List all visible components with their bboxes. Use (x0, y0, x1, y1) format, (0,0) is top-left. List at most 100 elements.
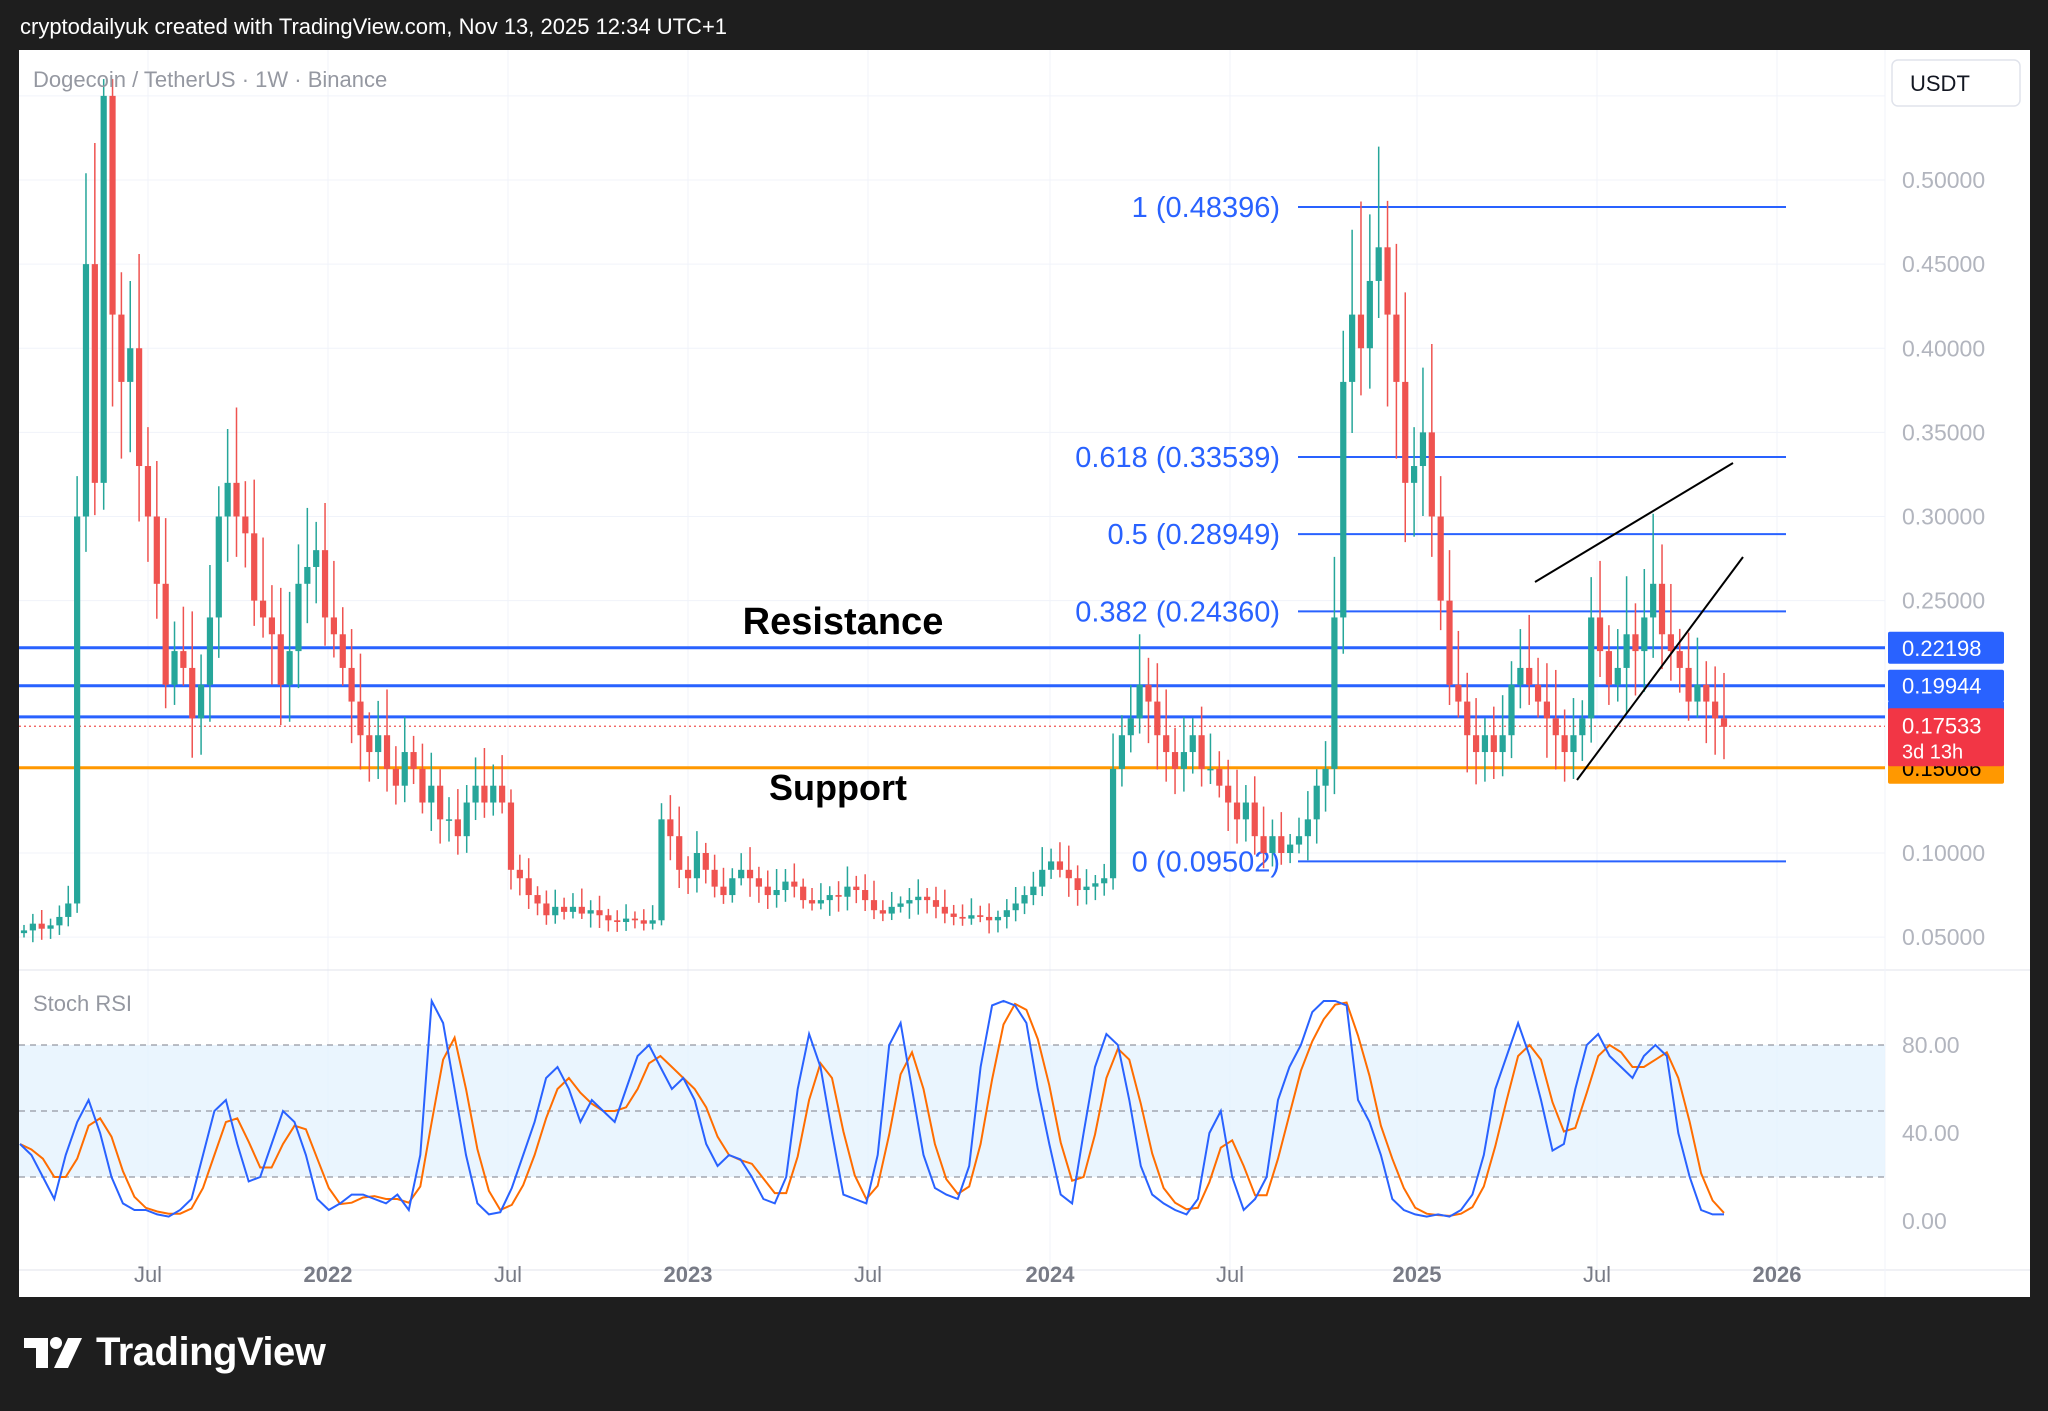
candle-body (259, 600, 267, 618)
candle-body (826, 895, 833, 901)
stoch-band-area (19, 1044, 1885, 1178)
candle-body (180, 651, 187, 668)
candle-body (1561, 735, 1568, 753)
price-tick-label: 0.50000 (1902, 167, 1985, 193)
price-tick-label: 0.45000 (1902, 251, 1985, 277)
candle-body (870, 900, 878, 911)
candle-body (277, 634, 284, 685)
candle-body (339, 634, 346, 668)
candle-body (348, 667, 355, 702)
candle-body (924, 896, 931, 901)
candle-body (268, 617, 276, 635)
chart-labels: Resistance Support Dogecoin / TetherUS · 1… (33, 59, 2021, 1016)
candle-body (808, 900, 816, 904)
candle-body (605, 915, 612, 921)
candle-body (499, 785, 506, 803)
candle-body (127, 348, 134, 382)
candle-body (932, 900, 940, 907)
candle-body (1145, 684, 1152, 702)
candle-body (1650, 583, 1657, 618)
candle-body (1393, 314, 1400, 382)
bottom-bar (0, 1297, 2048, 1411)
fib-level-label: 0 (0.09502) (1132, 846, 1280, 878)
time-tick-label: 2025 (1393, 1262, 1442, 1287)
candle-body (755, 878, 762, 887)
candle-body (897, 903, 904, 907)
candle-body (1490, 735, 1497, 753)
candle-body (1349, 314, 1356, 382)
candle-body (844, 886, 851, 897)
candle-body (144, 466, 152, 517)
candle-body (1207, 768, 1214, 771)
candle-body (375, 735, 382, 753)
fib-level-label: 1 (0.48396) (1132, 192, 1280, 224)
candle-body (1065, 869, 1072, 879)
price-tick-label: 0.05000 (1902, 924, 1985, 950)
candle-body (357, 701, 364, 736)
candle-body (1278, 836, 1285, 853)
candle-body (1225, 785, 1232, 803)
time-tick-label: 2022 (304, 1262, 353, 1287)
candle-body (1419, 432, 1427, 467)
fib-level-label: 0.5 (0.28949) (1107, 519, 1280, 551)
candle-body (720, 886, 727, 896)
candle-body (959, 916, 966, 919)
price-tick-label: 0.30000 (1902, 504, 1985, 530)
candle-body (109, 95, 116, 315)
time-tick-label: Jul (854, 1262, 882, 1287)
candle-body (684, 869, 692, 879)
level-price-tag (1888, 669, 2004, 702)
candle-body (1579, 718, 1586, 736)
candle-body (1127, 718, 1134, 736)
candle-body (1287, 844, 1294, 853)
candle-body (197, 684, 205, 719)
candle-body (454, 819, 461, 837)
candle-body (1623, 634, 1630, 668)
candle-body (1163, 735, 1170, 753)
candle-body (1154, 701, 1161, 736)
candle-body (1526, 667, 1533, 685)
price-tick-label: 0.40000 (1902, 335, 1985, 361)
candle-body (224, 482, 231, 517)
price-axis: 0.50000 0.45000 0.40000 0.35000 0.30000 0.250… (1888, 167, 2004, 1234)
candle-body (171, 651, 178, 685)
candle-body (1437, 516, 1444, 601)
candle-body (65, 903, 72, 917)
candle-body (1667, 634, 1674, 652)
candle-body (1180, 752, 1187, 769)
candle-body (233, 482, 240, 517)
stoch-tick-label: 80.00 (1902, 1032, 1960, 1058)
candle-body (1632, 634, 1639, 652)
candle-body (206, 617, 214, 685)
time-tick-label: Jul (494, 1262, 522, 1287)
candle-body (1109, 768, 1117, 879)
candle-body (38, 923, 45, 929)
indicator-name-label: Stoch RSI (33, 991, 132, 1016)
candle-body (1198, 735, 1205, 769)
candle-body (534, 895, 541, 904)
candle-body (215, 516, 222, 618)
candle-body (711, 869, 718, 887)
candle-body (100, 95, 107, 483)
rising-wedge-pattern (1534, 462, 1744, 781)
candle-body (304, 566, 311, 584)
candle-body (47, 925, 54, 929)
candle-body (596, 910, 603, 916)
tradingview-logo[interactable]: TradingView (22, 1330, 326, 1375)
wedge-lower-line (1576, 556, 1744, 781)
candle-body (746, 869, 754, 879)
stoch-tick-label: 40.00 (1902, 1120, 1960, 1146)
candle-body (1552, 718, 1559, 736)
candle-body (507, 802, 515, 870)
candle-body (1481, 735, 1489, 753)
candle-body (1083, 886, 1090, 891)
candle-body (986, 916, 993, 921)
last-price-countdown: 3d 13h (1902, 741, 1963, 763)
candle-body (242, 516, 249, 534)
candle-body (1101, 878, 1108, 884)
candle-body (286, 651, 293, 685)
candle-body (1074, 878, 1081, 891)
candle-body (622, 918, 630, 922)
candle-body (1304, 819, 1311, 837)
